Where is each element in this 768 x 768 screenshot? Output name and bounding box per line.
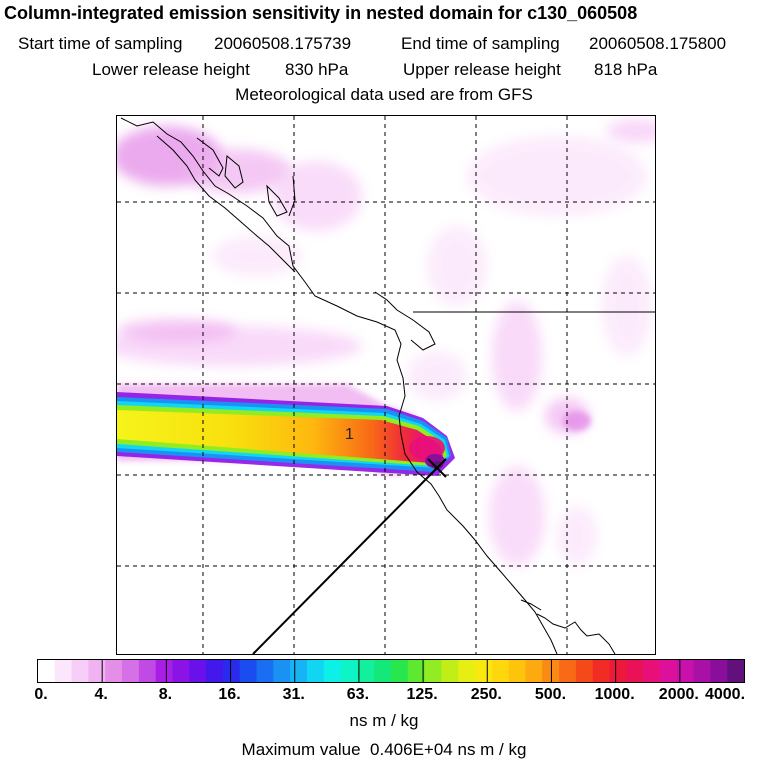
max-value-label: Maximum value: [241, 740, 361, 759]
colorbar-tick-labels: 0. 4. 8. 16. 31. 63. 125. 250. 500. 1000. 2000. 400…: [0, 686, 768, 706]
colorbar-swatch: [475, 660, 493, 682]
max-value-number: 0.406E+04: [370, 740, 453, 759]
colorbar-swatches: [38, 660, 744, 682]
start-time-value: 20060508.175739: [214, 34, 352, 53]
colorbar-swatch: [659, 660, 678, 682]
colorbar-swatch: [407, 660, 426, 682]
colorbar-swatch: [222, 660, 241, 682]
colorbar-swatch: [38, 660, 56, 682]
colorbar-tick-label: 125.: [406, 686, 438, 703]
colorbar-swatch: [239, 660, 258, 682]
colorbar-swatch: [189, 660, 207, 682]
colorbar-swatch: [256, 660, 274, 682]
colorbar-swatch: [643, 660, 661, 682]
colorbar-swatch: [88, 660, 106, 682]
colorbar-swatch: [575, 660, 594, 682]
maximum-value-line: Maximum value 0.406E+04 ns m / kg: [0, 740, 768, 760]
colorbar-units: ns m / kg: [349, 711, 419, 730]
colorbar-swatch: [374, 660, 392, 682]
colorbar-swatch: [290, 660, 308, 682]
low-sensitivity-patches: [117, 119, 655, 566]
end-time-value: 20060508.175800: [589, 34, 727, 53]
colorbar-swatch: [458, 660, 476, 682]
colorbar-tick-label: 0.: [34, 686, 48, 703]
colorbar-swatch: [155, 660, 174, 682]
colorbar-swatch: [172, 660, 190, 682]
colorbar-swatch: [491, 660, 510, 682]
colorbar-swatch: [592, 660, 611, 682]
map-panel[interactable]: 1: [116, 115, 656, 655]
colorbar-swatch: [340, 660, 358, 682]
colorbar-swatch: [122, 660, 140, 682]
colorbar-tick-label: 8.: [158, 686, 173, 703]
colorbar-tick-label: 2000.: [658, 686, 699, 703]
plot-title: Column-integrated emission sensitivity i…: [4, 3, 638, 23]
colorbar: [37, 659, 745, 683]
colorbar-tick-label: 63.: [346, 686, 370, 703]
colorbar-swatch: [323, 660, 342, 682]
colorbar-swatch: [710, 660, 728, 682]
coastline: [120, 117, 655, 654]
colorbar-swatch: [441, 660, 459, 682]
met-data-line: Meteorological data used are from GFS: [235, 85, 533, 104]
colorbar-tick-label: 500.: [534, 686, 567, 703]
upper-release-value: 818 hPa: [594, 60, 658, 79]
colorbar-swatch: [626, 660, 644, 682]
x-cross-icon[interactable]: [427, 458, 447, 478]
colorbar-swatch: [273, 660, 291, 682]
colorbar-swatch: [206, 660, 224, 682]
lat-lon-grid: [117, 116, 655, 654]
colorbar-swatch: [306, 660, 325, 682]
start-time-label: Start time of sampling: [18, 34, 183, 53]
colorbar-tick-label: 250.: [470, 686, 502, 703]
colorbar-swatch: [357, 660, 375, 682]
colorbar-swatch: [609, 660, 627, 682]
colorbar-swatch: [508, 660, 527, 682]
release-marker-label: 1: [345, 426, 354, 443]
lower-release-label: Lower release height: [92, 60, 250, 79]
colorbar-tick-label: 1000.: [594, 686, 635, 703]
map-canvas[interactable]: 1: [117, 116, 655, 654]
colorbar-tick-label: 16.: [218, 686, 241, 703]
colorbar-swatch: [391, 660, 409, 682]
colorbar-swatch: [559, 660, 577, 682]
colorbar-swatch: [525, 660, 543, 682]
colorbar-swatch: [54, 660, 73, 682]
colorbar-tick-label: 31.: [282, 686, 305, 703]
colorbar-swatch: [71, 660, 90, 682]
colorbar-swatch: [138, 660, 157, 682]
end-time-label: End time of sampling: [401, 34, 560, 53]
colorbar-swatch: [105, 660, 123, 682]
sensitivity-plume: [117, 384, 455, 476]
colorbar-tick-label: 4000.: [704, 686, 746, 703]
flight-track: [252, 467, 438, 654]
max-value-units: ns m / kg: [457, 740, 527, 759]
colorbar-tick-label: 4.: [94, 686, 108, 703]
colorbar-swatch: [727, 660, 744, 682]
colorbar-swatch: [676, 660, 695, 682]
lower-release-value: 830 hPa: [285, 60, 349, 79]
colorbar-swatch: [424, 660, 443, 682]
colorbar-swatch: [693, 660, 711, 682]
upper-release-label: Upper release height: [403, 60, 561, 79]
